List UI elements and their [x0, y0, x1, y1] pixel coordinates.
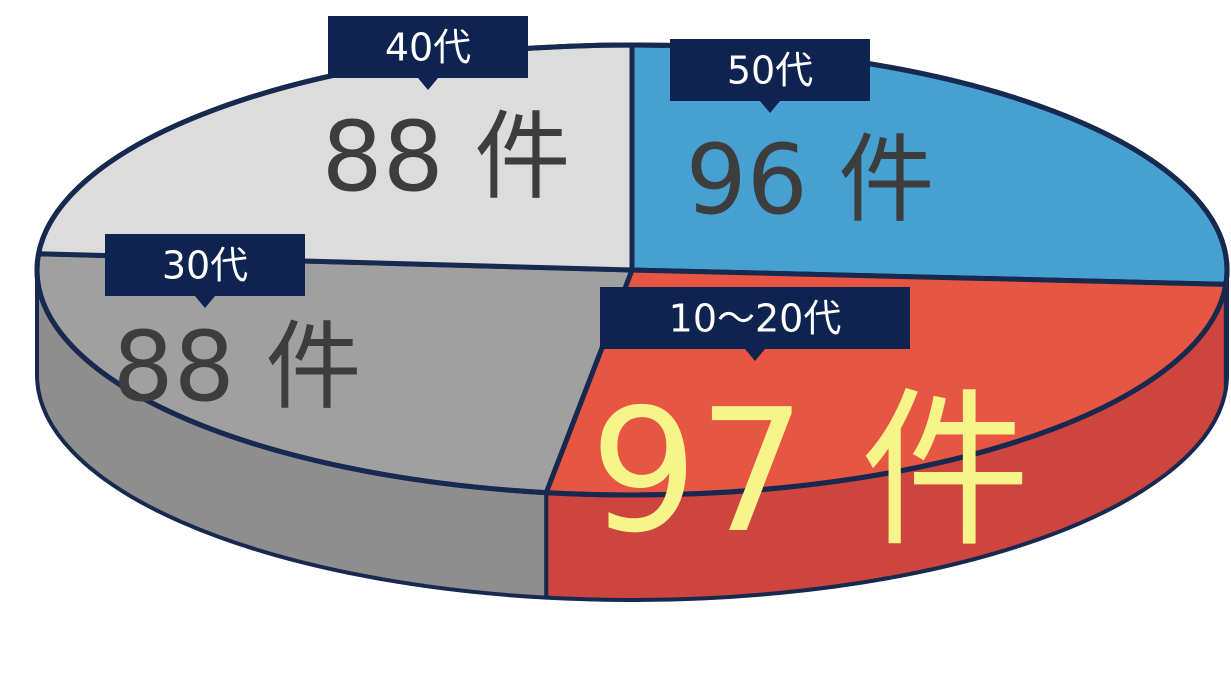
tag-box: [105, 234, 305, 296]
tag-pointer: [418, 78, 438, 90]
tag-box: [670, 39, 870, 101]
pie-rim: [34, 42, 1230, 498]
slice-label-3: 40代 88 件: [322, 16, 571, 213]
tag-label: 30代: [162, 244, 248, 288]
tag-box: [600, 287, 910, 349]
value-label: 96 件: [686, 124, 935, 236]
pie-labels: 50代 96 件 10〜20代 97 件 30代 88 件 40代 88 件: [105, 16, 1030, 571]
tag-label: 50代: [727, 49, 813, 93]
value-label: 88 件: [113, 311, 362, 423]
slice-label-2: 30代 88 件: [105, 234, 361, 423]
tag-label: 10〜20代: [669, 297, 842, 341]
value-label: 97 件: [590, 373, 1030, 571]
tag-label: 40代: [385, 26, 471, 70]
value-label: 88 件: [322, 101, 571, 213]
slice-label-0: 50代 96 件: [670, 39, 934, 236]
tag-pointer: [745, 349, 765, 361]
tag-box: [328, 16, 528, 78]
tag-pointer: [195, 296, 215, 308]
slice-label-1: 10〜20代 97 件: [590, 287, 1030, 571]
tag-pointer: [760, 101, 780, 113]
